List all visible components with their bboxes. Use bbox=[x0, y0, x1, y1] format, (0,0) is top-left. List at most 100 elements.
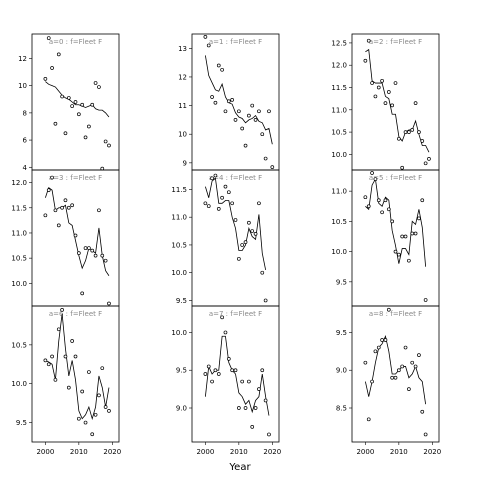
data-point bbox=[76, 251, 81, 255]
panel-title: a=0 : f=Fleet F bbox=[49, 38, 102, 46]
data-point bbox=[420, 139, 425, 143]
panel-0: a=0 : f=Fleet F 4 6 8 10 12 bbox=[18, 33, 120, 172]
data-point bbox=[413, 101, 418, 105]
data-point bbox=[230, 368, 234, 373]
data-point bbox=[403, 345, 408, 350]
data-point bbox=[400, 364, 405, 369]
data-point bbox=[220, 67, 224, 72]
data-point bbox=[70, 339, 75, 343]
data-point bbox=[366, 38, 371, 43]
panel-8: a=8 : f=Fleet F 8.5 9.0 9.5 2000 2010 2020 bbox=[336, 305, 441, 456]
data-point bbox=[423, 161, 428, 166]
data-point bbox=[407, 130, 411, 134]
y-tick-label: 10.5 bbox=[331, 129, 347, 137]
data-point bbox=[257, 387, 261, 391]
data-point bbox=[237, 109, 241, 114]
panel-frame bbox=[191, 305, 280, 443]
data-point bbox=[407, 258, 411, 263]
data-point bbox=[73, 233, 78, 238]
data-point bbox=[93, 412, 98, 417]
y-tick-label: 10.5 bbox=[331, 218, 347, 226]
fit-line bbox=[365, 48, 430, 153]
data-point bbox=[237, 256, 241, 261]
y-tick-label: 10.5 bbox=[11, 341, 27, 349]
data-point bbox=[97, 393, 101, 398]
data-point bbox=[397, 136, 401, 141]
data-point bbox=[363, 360, 368, 365]
panel-3: a=1 : f=Fleet F 9 10 11 12 13 bbox=[178, 33, 280, 171]
data-point bbox=[363, 58, 368, 63]
data-point bbox=[43, 358, 48, 363]
data-point bbox=[263, 398, 268, 403]
data-point bbox=[270, 165, 275, 169]
data-point bbox=[46, 188, 51, 192]
data-point bbox=[63, 354, 68, 359]
data-point bbox=[107, 409, 111, 413]
data-point bbox=[363, 195, 368, 200]
data-point bbox=[50, 354, 54, 359]
data-point bbox=[267, 109, 271, 114]
y-tick-label: 12 bbox=[178, 73, 187, 81]
data-point bbox=[90, 432, 95, 437]
data-point bbox=[380, 210, 384, 215]
data-point bbox=[247, 220, 251, 225]
data-point bbox=[373, 94, 378, 99]
panel-title: a=4 : f=Fleet F bbox=[209, 174, 262, 182]
data-point bbox=[63, 198, 68, 203]
y-tick-label: 12.0 bbox=[11, 179, 27, 187]
data-point bbox=[400, 165, 405, 170]
data-point bbox=[56, 327, 61, 332]
panel-title: a=2 : f=Fleet F bbox=[369, 38, 422, 46]
data-point bbox=[76, 416, 81, 421]
data-point bbox=[247, 379, 251, 384]
data-point bbox=[376, 345, 381, 350]
data-point bbox=[213, 100, 218, 105]
data-point bbox=[253, 118, 258, 122]
panel-title: a=6 : f=Fleet F bbox=[49, 310, 102, 318]
x-tick-label: 2020 bbox=[263, 448, 281, 456]
y-tick-label: 12.5 bbox=[331, 39, 347, 47]
y-tick-label: 11.5 bbox=[331, 84, 347, 92]
fit-line bbox=[204, 55, 273, 145]
y-tick-label: 10.0 bbox=[171, 329, 187, 337]
panel-frame bbox=[351, 305, 440, 443]
data-point bbox=[403, 234, 408, 239]
data-point bbox=[233, 118, 238, 122]
data-point bbox=[107, 143, 111, 148]
data-point bbox=[417, 216, 421, 221]
panel-title: a=3 : f=Fleet F bbox=[49, 174, 102, 182]
data-point bbox=[90, 102, 95, 107]
y-tick-label: 9.5 bbox=[336, 329, 347, 337]
data-point bbox=[90, 248, 95, 253]
data-point bbox=[400, 234, 405, 239]
data-point bbox=[216, 372, 221, 376]
data-point bbox=[87, 370, 91, 374]
data-point bbox=[423, 298, 428, 302]
data-point bbox=[103, 139, 108, 144]
data-point bbox=[107, 301, 111, 306]
data-point bbox=[263, 156, 268, 161]
data-point bbox=[56, 52, 61, 57]
data-point bbox=[386, 90, 391, 94]
data-point bbox=[413, 231, 418, 236]
data-point bbox=[260, 368, 265, 373]
data-point bbox=[230, 97, 234, 102]
data-point bbox=[223, 109, 228, 114]
x-tick-label: 2010 bbox=[70, 448, 88, 456]
data-point bbox=[216, 207, 221, 211]
y-tick-label: 10.0 bbox=[11, 380, 27, 388]
y-tick-label: 8 bbox=[23, 109, 27, 117]
x-axis-title: Year bbox=[228, 462, 251, 473]
data-point bbox=[46, 362, 51, 367]
data-point bbox=[233, 368, 238, 373]
data-point bbox=[103, 405, 108, 409]
data-point bbox=[376, 198, 381, 203]
y-tick-label: 11.5 bbox=[11, 204, 27, 212]
data-point bbox=[53, 377, 58, 382]
data-point bbox=[370, 379, 374, 384]
data-point bbox=[423, 432, 428, 437]
x-tick-label: 2010 bbox=[230, 448, 248, 456]
panel-frame bbox=[351, 169, 440, 307]
data-point bbox=[80, 389, 85, 394]
